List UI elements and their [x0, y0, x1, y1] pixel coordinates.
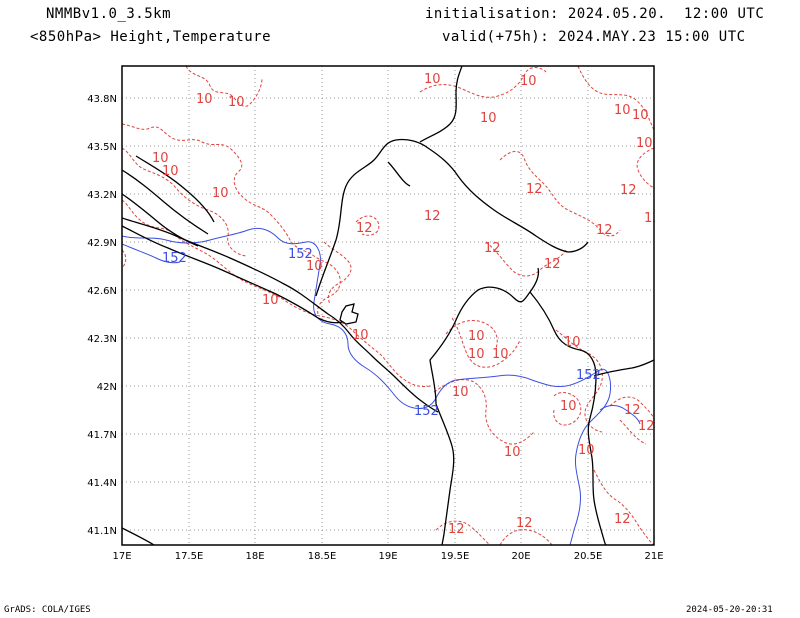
temp-label: 12: [516, 516, 533, 531]
x-tick-label: 19E: [378, 551, 397, 562]
temp-label: 10: [424, 72, 441, 87]
height-label: 152: [576, 368, 601, 383]
x-axis-ticks: 17E 17.5E 18E 18.5E 19E 19.5E 20E 20.5E …: [112, 551, 663, 562]
init-time: initialisation: 2024.05.20. 12:00 UTC: [425, 6, 765, 22]
temp-label: 10: [452, 385, 469, 400]
y-tick-label: 42N: [97, 382, 117, 393]
temp-label: 10: [468, 347, 485, 362]
y-tick-label: 43.2N: [87, 190, 117, 201]
temp-label: 12: [644, 211, 661, 226]
field-title: <850hPa> Height,Temperature: [30, 29, 272, 45]
x-tick-label: 19.5E: [441, 551, 470, 562]
y-tick-label: 42.9N: [87, 238, 117, 249]
temp-label: 10: [564, 335, 581, 350]
y-tick-label: 43.8N: [87, 94, 117, 105]
temp-label: 12: [638, 419, 655, 434]
temperature-contours: [122, 66, 654, 545]
temp-label: 12: [624, 403, 641, 418]
temp-label: 12: [544, 257, 561, 272]
valid-time: valid(+75h): 2024.MAY.23 15:00 UTC: [442, 29, 746, 45]
temp-label: 10: [636, 136, 653, 151]
temp-label: 12: [614, 512, 631, 527]
height-contours: [122, 227, 641, 545]
y-tick-label: 41.4N: [87, 478, 117, 489]
height-label: 152: [288, 247, 313, 262]
temp-label: 12: [424, 209, 441, 224]
temp-label: 10: [614, 103, 631, 118]
temp-label: 10: [504, 445, 521, 460]
y-tick-label: 41.1N: [87, 526, 117, 537]
x-tick-label: 20E: [511, 551, 530, 562]
temp-label: 10: [492, 347, 509, 362]
x-tick-label: 21E: [644, 551, 663, 562]
temp-label: 12: [484, 241, 501, 256]
map-frame: [121, 65, 655, 546]
y-tick-label: 42.6N: [87, 286, 117, 297]
x-tick-label: 18.5E: [308, 551, 337, 562]
height-label: 152: [162, 251, 187, 266]
y-tick-label: 42.3N: [87, 334, 117, 345]
temp-label: 10: [468, 329, 485, 344]
temp-label: 10: [632, 108, 649, 123]
temp-label: 12: [596, 223, 613, 238]
temp-label: 10: [520, 74, 537, 89]
temp-label: 10: [306, 259, 323, 274]
x-tick-label: 17E: [112, 551, 131, 562]
coastline-borders: [122, 66, 654, 545]
footer-credit: GrADS: COLA/IGES: [4, 605, 91, 615]
temp-label: 10: [578, 443, 595, 458]
temp-label: 12: [620, 183, 637, 198]
temp-label: 12: [448, 522, 465, 537]
temp-label: 10: [228, 95, 245, 110]
x-tick-label: 20.5E: [574, 551, 603, 562]
temp-label: 12: [356, 221, 373, 236]
temp-label: 10: [480, 111, 497, 126]
temp-label: 10: [196, 92, 213, 107]
temp-label: 10: [212, 186, 229, 201]
temp-label: 10: [352, 328, 369, 343]
temp-label: 10: [560, 399, 577, 414]
temp-label: 10: [262, 293, 279, 308]
y-tick-label: 41.7N: [87, 430, 117, 441]
grid-lines: [122, 66, 654, 545]
height-labels: 152 152 152 152: [162, 247, 601, 419]
height-label: 152: [414, 404, 439, 419]
temp-label: 10: [152, 151, 169, 166]
temp-label: 12: [526, 182, 543, 197]
y-tick-label: 43.5N: [87, 142, 117, 153]
x-tick-label: 17.5E: [175, 551, 204, 562]
temperature-labels: 10 10 10 10 10 10 10 10 10 10 10 10 10 1…: [152, 72, 661, 537]
model-title: NMMBv1.0_3.5km: [46, 6, 172, 22]
temp-label: 10: [162, 164, 179, 179]
y-axis-ticks: 43.8N 43.5N 43.2N 42.9N 42.6N 42.3N 42N …: [87, 94, 117, 537]
x-tick-label: 18E: [245, 551, 264, 562]
footer-timestamp: 2024-05-20-20:31: [686, 605, 773, 615]
